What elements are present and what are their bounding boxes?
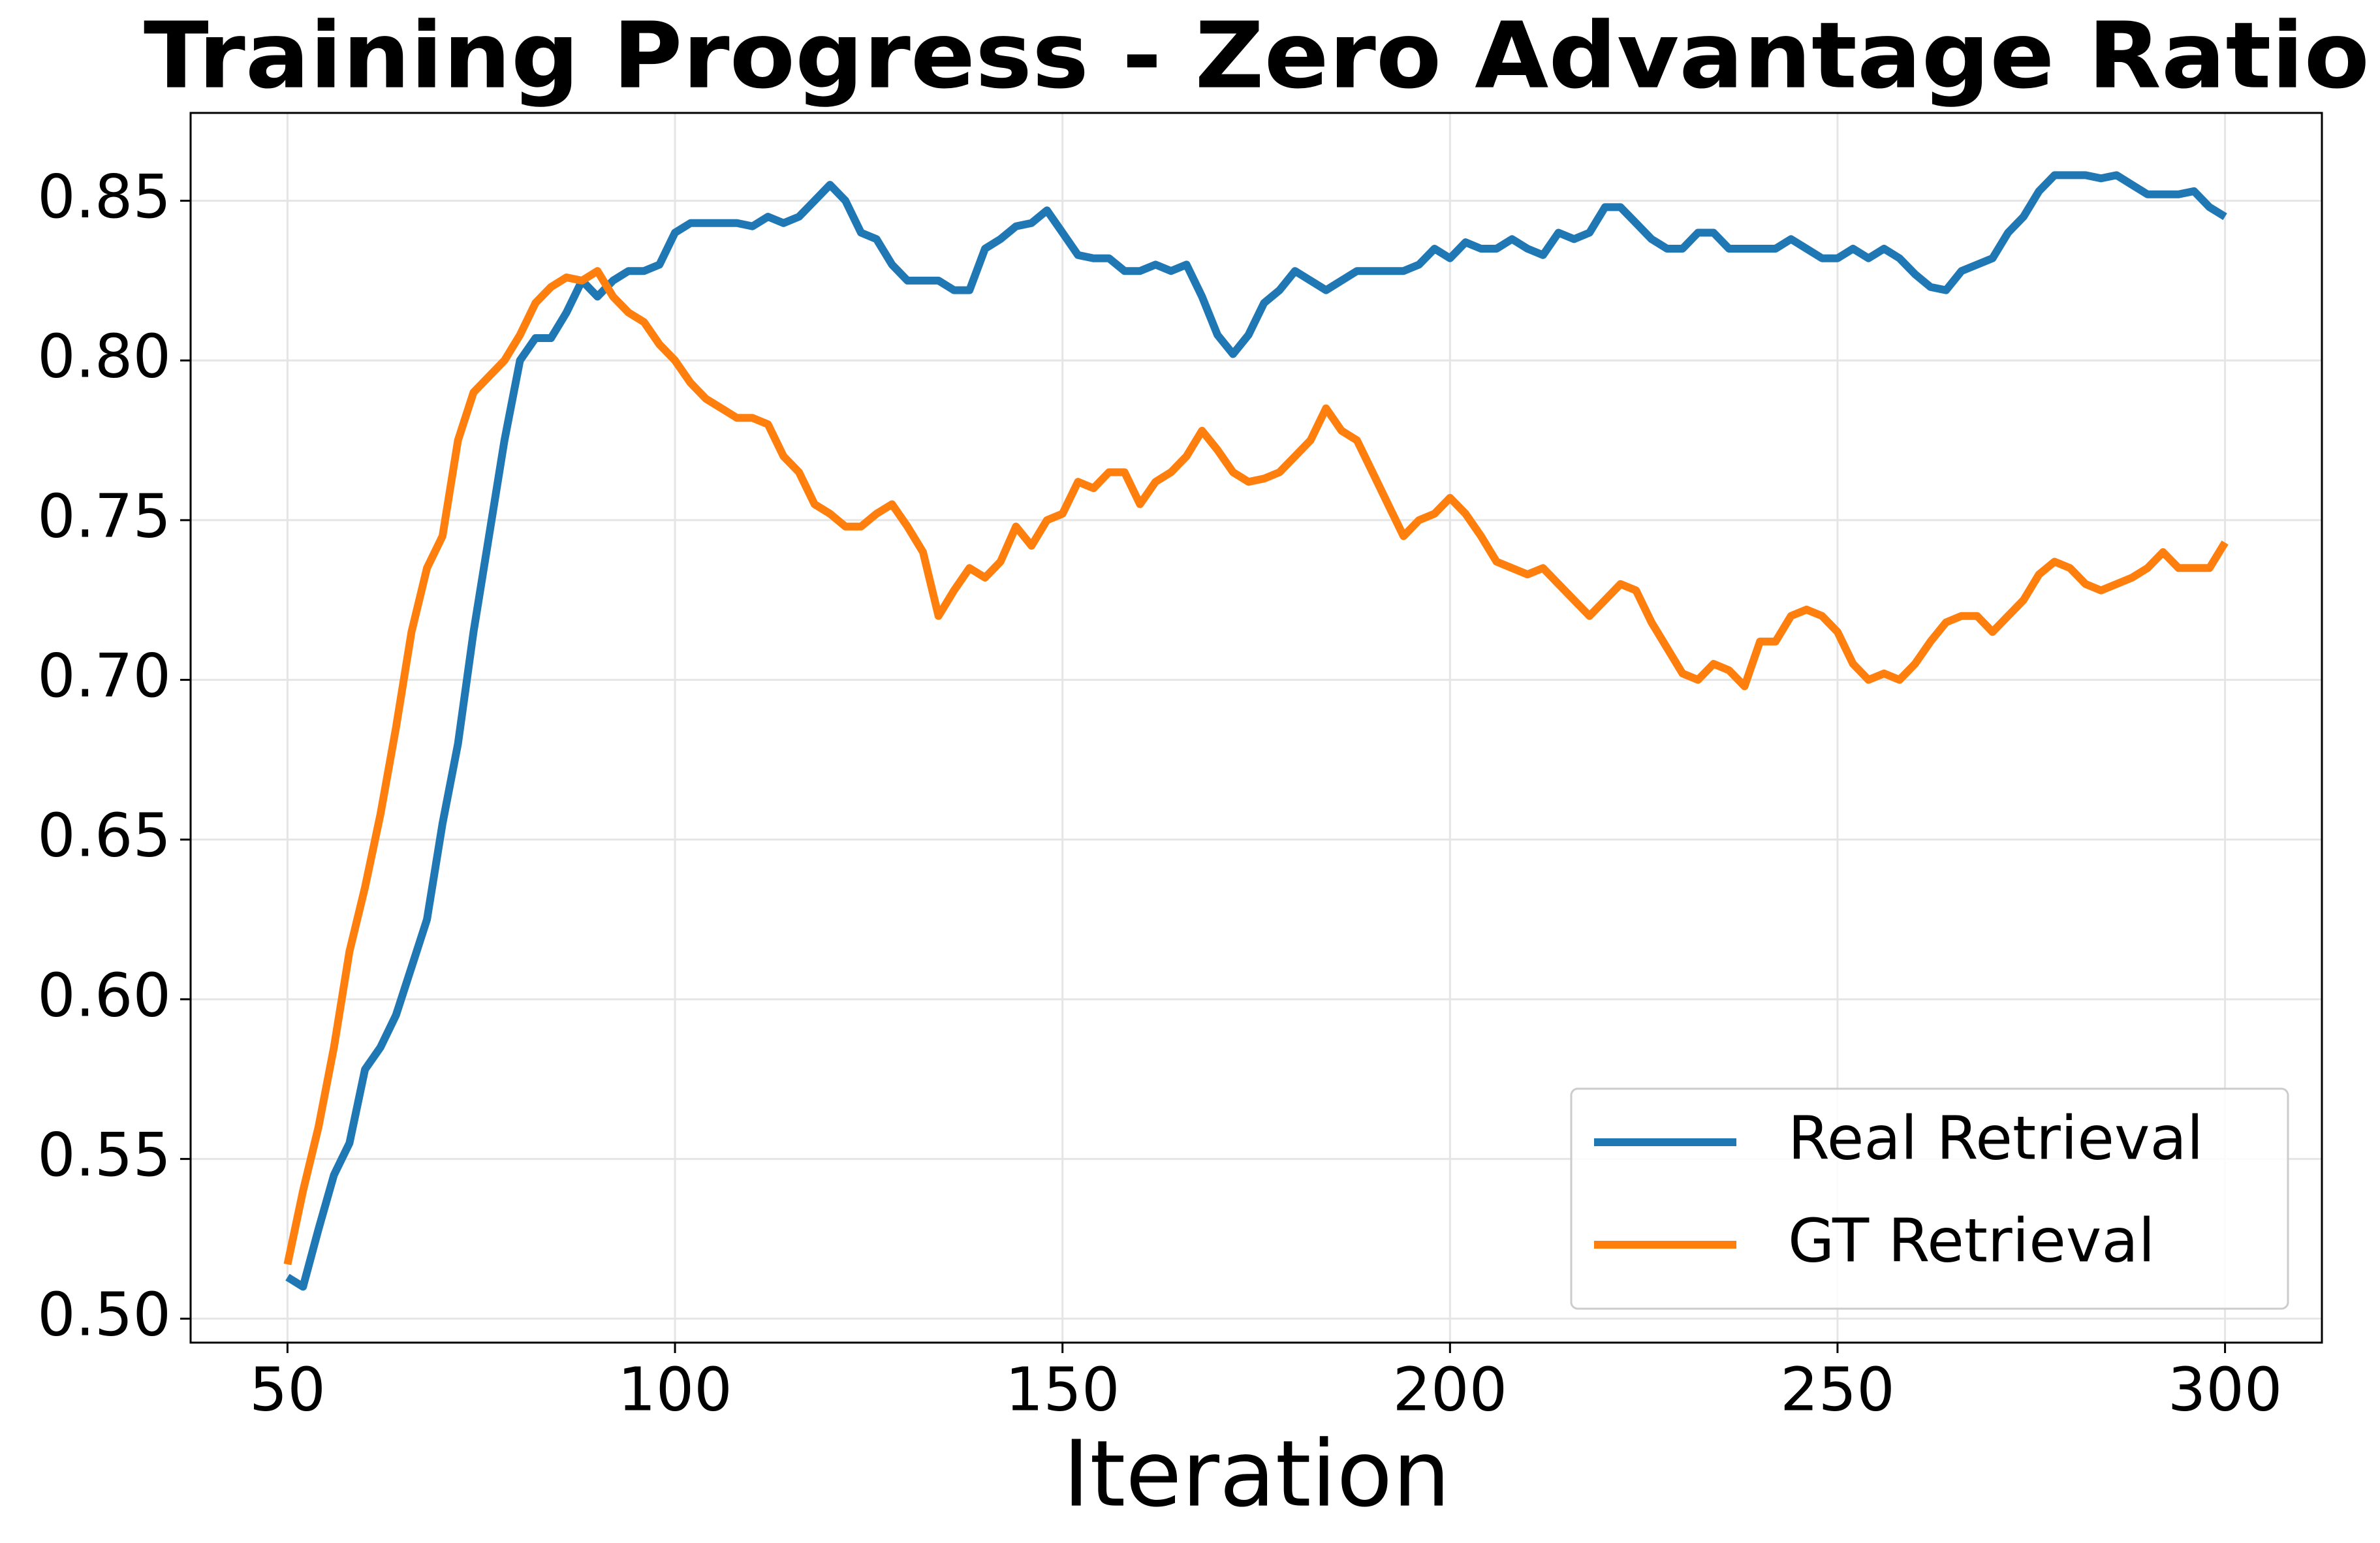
legend-label: GT Retrieval xyxy=(1788,1206,2155,1275)
axes-frame xyxy=(189,112,2323,1344)
y-tick-label: 0.50 xyxy=(37,1280,171,1350)
x-tick-label: 200 xyxy=(1393,1354,1508,1424)
x-tick-label: 150 xyxy=(1005,1354,1120,1424)
y-tick-label: 0.55 xyxy=(37,1120,171,1190)
x-tick-label: 50 xyxy=(249,1354,326,1424)
x-tick-label: 300 xyxy=(2168,1354,2283,1424)
y-tick-label: 0.70 xyxy=(37,641,171,711)
y-tick-label: 0.80 xyxy=(37,322,171,392)
x-tick-label: 100 xyxy=(618,1354,732,1424)
series-line xyxy=(285,171,2227,1291)
legend-box xyxy=(1570,1087,2289,1310)
chart-title: Training Progress - Zero Advantage Ratio xyxy=(144,3,2370,110)
x-tick-label: 250 xyxy=(1780,1354,1895,1424)
y-tick-label: 0.60 xyxy=(37,960,171,1030)
y-tick-label: 0.65 xyxy=(37,801,171,871)
y-tick-label: 0.75 xyxy=(37,481,171,551)
x-axis-label: Iteration xyxy=(1063,1422,1450,1528)
series-line xyxy=(283,267,2229,1266)
legend-label: Real Retrieval xyxy=(1788,1103,2203,1173)
y-tick-label: 0.85 xyxy=(37,162,171,232)
